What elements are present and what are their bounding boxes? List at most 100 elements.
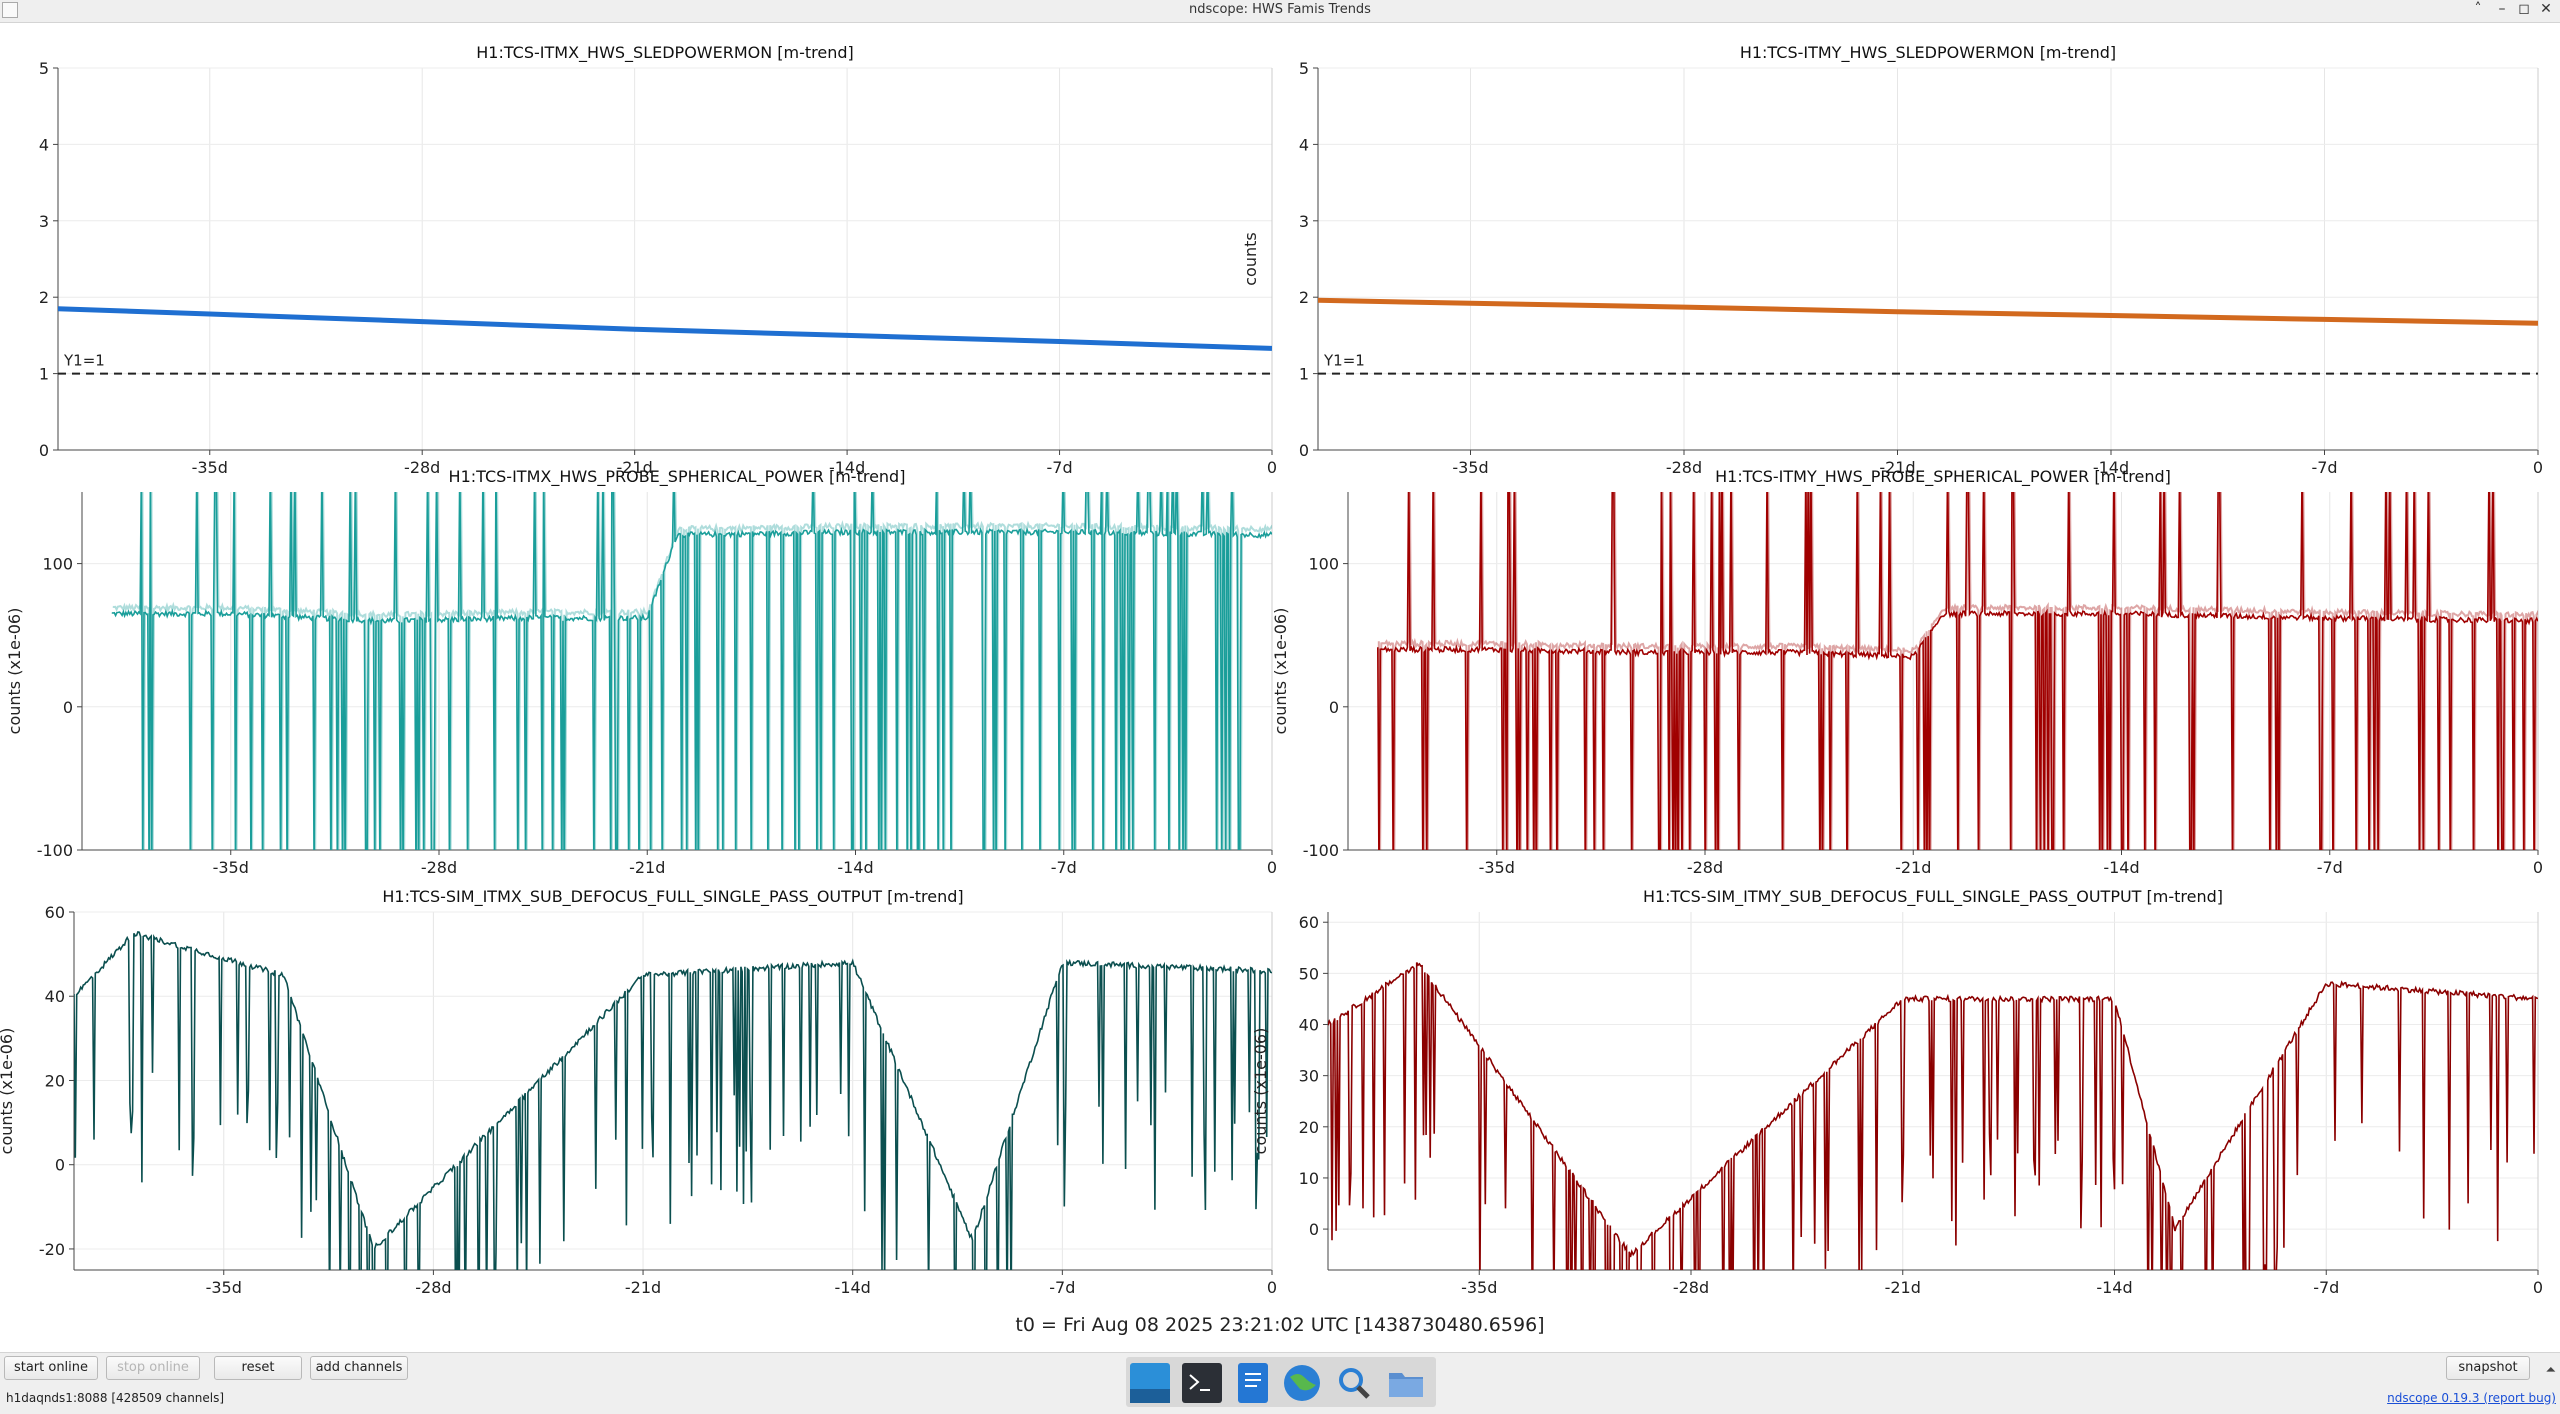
x-tick-label: -28d <box>1673 1278 1709 1297</box>
plot-title: H1:TCS-ITMX_HWS_SLEDPOWERMON [m-trend] <box>476 43 854 63</box>
series-envelope <box>1377 492 2538 850</box>
x-tick-label: -7d <box>1046 458 1072 477</box>
y-tick-label: 0 <box>63 698 73 717</box>
y-axis-label: counts (x1e-06) <box>1271 608 1290 735</box>
plot-panel-3[interactable]: H1:TCS-ITMY_HWS_PROBE_SPHERICAL_POWER [m… <box>1271 457 2543 878</box>
x-tick-label: -7d <box>2313 1278 2339 1297</box>
x-tick-label: 0 <box>1267 458 1277 477</box>
y-tick-label: 5 <box>39 59 49 78</box>
window-title: ndscope: HWS Famis Trends <box>1189 2 1371 17</box>
series-line <box>74 930 1272 1270</box>
plot-grid[interactable]: H1:TCS-ITMX_HWS_SLEDPOWERMON [m-trend] 0 1… <box>0 22 2560 1322</box>
y-tick-label: 40 <box>1299 1016 1319 1035</box>
search-icon[interactable] <box>1334 1363 1374 1403</box>
x-tick-label: -35d <box>1479 858 1515 877</box>
x-tick-label: 0 <box>2533 1278 2543 1297</box>
x-tick-label: -21d <box>1885 1278 1921 1297</box>
snapshot-button[interactable]: snapshot <box>2446 1356 2530 1380</box>
start-online-button[interactable]: start online <box>4 1356 98 1380</box>
close-icon[interactable]: ✕ <box>2540 1 2552 17</box>
reference-label: Y1=1 <box>63 352 105 370</box>
desktop-icon[interactable] <box>1130 1363 1170 1403</box>
x-tick-label: -7d <box>2317 858 2343 877</box>
y-tick-label: 50 <box>1299 964 1319 983</box>
y-tick-label: 60 <box>1299 913 1319 932</box>
series-area <box>111 492 1272 850</box>
series-area <box>1328 962 2538 1270</box>
keep-above-icon[interactable]: ˄ <box>2474 1 2482 17</box>
reference-label: Y1=1 <box>1323 352 1365 370</box>
x-tick-label: -28d <box>404 458 440 477</box>
plot-panel-1[interactable]: H1:TCS-ITMY_HWS_SLEDPOWERMON [m-trend] 0 1… <box>1241 43 2543 477</box>
minimize-icon[interactable]: – <box>2498 1 2506 17</box>
taskbar <box>1126 1357 1436 1407</box>
series-line <box>1328 962 2538 1270</box>
maximize-icon[interactable]: ◻ <box>2518 1 2530 17</box>
x-tick-label: -7d <box>1049 1278 1075 1297</box>
x-tick-label: -28d <box>415 1278 451 1297</box>
plot-panel-4[interactable]: H1:TCS-SIM_ITMX_SUB_DEFOCUS_FULL_SINGLE_… <box>0 887 1277 1322</box>
title-bar: ndscope: HWS Famis Trends ˄ – ◻ ✕ <box>0 0 2560 23</box>
browser-icon[interactable] <box>1282 1363 1322 1403</box>
plot-panel-5[interactable]: H1:TCS-SIM_ITMY_SUB_DEFOCUS_FULL_SINGLE_… <box>1251 887 2543 1322</box>
x-tick-label: -21d <box>1895 858 1931 877</box>
folder-icon[interactable] <box>1386 1363 1426 1403</box>
y-tick-label: 5 <box>1299 59 1309 78</box>
y-tick-label: 4 <box>1299 135 1309 154</box>
terminal-icon[interactable] <box>1182 1363 1222 1403</box>
y-tick-label: 2 <box>1299 288 1309 307</box>
x-tick-label: -35d <box>206 1278 242 1297</box>
y-tick-label: -100 <box>1303 841 1339 860</box>
x-tick-label: -14d <box>837 858 873 877</box>
bottom-toolbar: start online stop online reset add chann… <box>0 1352 2560 1414</box>
series-line <box>58 306 1272 351</box>
x-tick-label: 0 <box>1267 1278 1277 1297</box>
y-tick-label: 0 <box>1309 1220 1319 1239</box>
x-tick-label: -28d <box>421 858 457 877</box>
y-tick-label: 4 <box>39 135 49 154</box>
y-tick-label: 1 <box>39 365 49 384</box>
y-axis-label: counts <box>1241 232 1260 285</box>
x-tick-label: -14d <box>2096 1278 2132 1297</box>
x-tick-label: 0 <box>2533 458 2543 477</box>
y-tick-label: 20 <box>45 1071 65 1090</box>
plot-panel-0[interactable]: H1:TCS-ITMX_HWS_SLEDPOWERMON [m-trend] 0 1… <box>0 43 1277 477</box>
plot-title: H1:TCS-ITMX_HWS_PROBE_SPHERICAL_POWER [m… <box>449 467 906 487</box>
y-tick-label: 0 <box>39 441 49 460</box>
plot-title: H1:TCS-SIM_ITMX_SUB_DEFOCUS_FULL_SINGLE_… <box>382 887 963 907</box>
app-icon <box>2 2 18 18</box>
series-line <box>111 492 1272 850</box>
y-tick-label: 1 <box>1299 365 1309 384</box>
plots-canvas[interactable]: H1:TCS-ITMX_HWS_SLEDPOWERMON [m-trend] 0 1… <box>0 22 2560 1322</box>
y-tick-label: 30 <box>1299 1067 1319 1086</box>
x-tick-label: -35d <box>213 858 249 877</box>
x-tick-label: -35d <box>1452 458 1488 477</box>
reset-button[interactable]: reset <box>214 1356 302 1380</box>
series-area <box>58 306 1272 351</box>
x-tick-label: 0 <box>1267 858 1277 877</box>
collapse-arrow-icon[interactable]: ⏶ <box>2545 1363 2556 1378</box>
y-axis-label: counts (x1e-06) <box>1251 1028 1270 1155</box>
stop-online-button[interactable]: stop online <box>106 1356 200 1380</box>
y-tick-label: -20 <box>39 1240 65 1259</box>
plot-panel-2[interactable]: H1:TCS-ITMX_HWS_PROBE_SPHERICAL_POWER [m… <box>5 457 1277 878</box>
x-tick-label: -21d <box>617 458 653 477</box>
x-tick-label: -28d <box>1666 458 1702 477</box>
x-tick-label: -28d <box>1687 858 1723 877</box>
x-tick-label: -21d <box>629 858 665 877</box>
y-tick-label: 3 <box>1299 212 1309 231</box>
y-tick-label: 10 <box>1299 1169 1319 1188</box>
series-line <box>1318 297 2538 326</box>
y-tick-label: 100 <box>42 555 73 574</box>
version-link[interactable]: ndscope 0.19.3 (report bug) <box>2387 1391 2556 1405</box>
notes-icon[interactable] <box>1238 1363 1268 1403</box>
x-tick-label: -7d <box>1051 858 1077 877</box>
plot-title: H1:TCS-SIM_ITMY_SUB_DEFOCUS_FULL_SINGLE_… <box>1643 887 2223 907</box>
y-axis-label: counts (x1e-06) <box>5 608 24 735</box>
y-tick-label: -100 <box>37 841 73 860</box>
add-channels-button[interactable]: add channels <box>310 1356 408 1380</box>
x-tick-label: -14d <box>829 458 865 477</box>
plot-title: H1:TCS-ITMY_HWS_SLEDPOWERMON [m-trend] <box>1740 43 2116 63</box>
x-tick-label: -35d <box>192 458 228 477</box>
status-text: h1daqnds1:8088 [428509 channels] <box>6 1391 225 1405</box>
